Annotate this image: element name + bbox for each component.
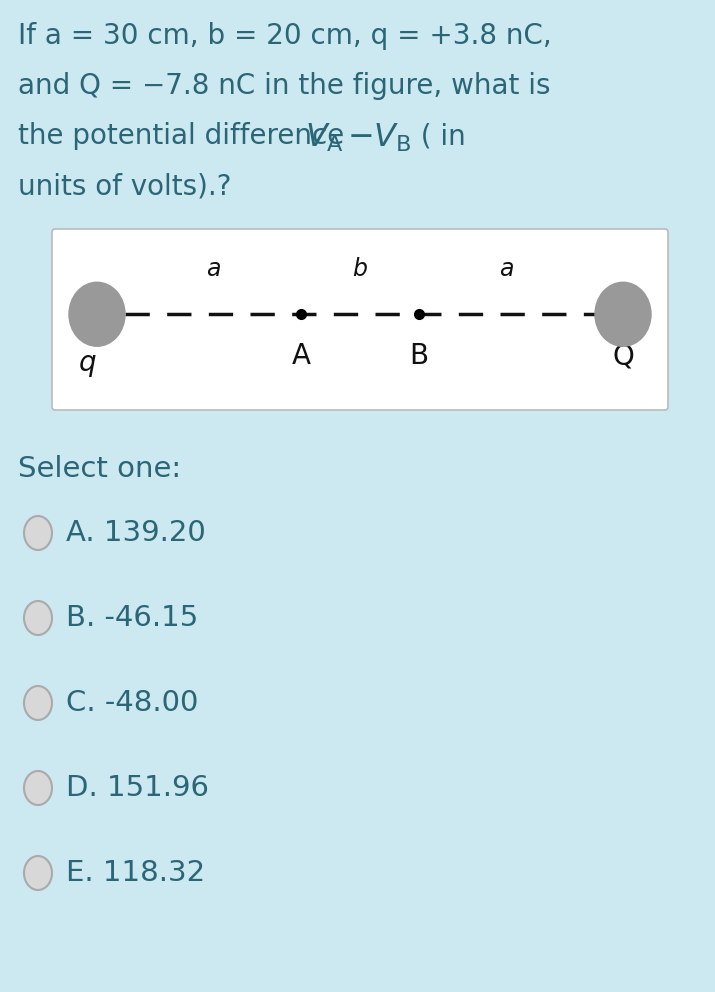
Ellipse shape <box>24 771 52 805</box>
Ellipse shape <box>24 601 52 635</box>
Text: B. -46.15: B. -46.15 <box>66 604 198 632</box>
Text: and Q = −7.8 nC in the figure, what is: and Q = −7.8 nC in the figure, what is <box>18 72 551 100</box>
Text: $b$: $b$ <box>352 258 368 282</box>
Text: Select one:: Select one: <box>18 455 181 483</box>
Ellipse shape <box>69 283 125 346</box>
Ellipse shape <box>595 283 651 346</box>
Text: the potential difference: the potential difference <box>18 122 353 150</box>
Text: E. 118.32: E. 118.32 <box>66 859 205 887</box>
Text: D. 151.96: D. 151.96 <box>66 774 209 802</box>
Text: $-V_{\rm B}$: $-V_{\rm B}$ <box>347 122 412 155</box>
Text: $a$: $a$ <box>499 258 514 282</box>
Text: units of volts).?: units of volts).? <box>18 172 232 200</box>
Ellipse shape <box>24 856 52 890</box>
Text: ( in: ( in <box>403 122 465 150</box>
Text: C. -48.00: C. -48.00 <box>66 689 198 717</box>
Text: Q: Q <box>612 342 634 370</box>
Ellipse shape <box>24 516 52 550</box>
FancyBboxPatch shape <box>52 229 668 410</box>
Text: A: A <box>292 342 311 370</box>
Ellipse shape <box>24 686 52 720</box>
Text: $q$: $q$ <box>78 352 97 379</box>
Text: $V_{\rm A}$: $V_{\rm A}$ <box>305 122 344 155</box>
Text: B: B <box>409 342 428 370</box>
Text: $a$: $a$ <box>206 258 221 282</box>
Text: If a = 30 cm, b = 20 cm, q = +3.8 nC,: If a = 30 cm, b = 20 cm, q = +3.8 nC, <box>18 22 552 50</box>
Text: A. 139.20: A. 139.20 <box>66 519 206 547</box>
